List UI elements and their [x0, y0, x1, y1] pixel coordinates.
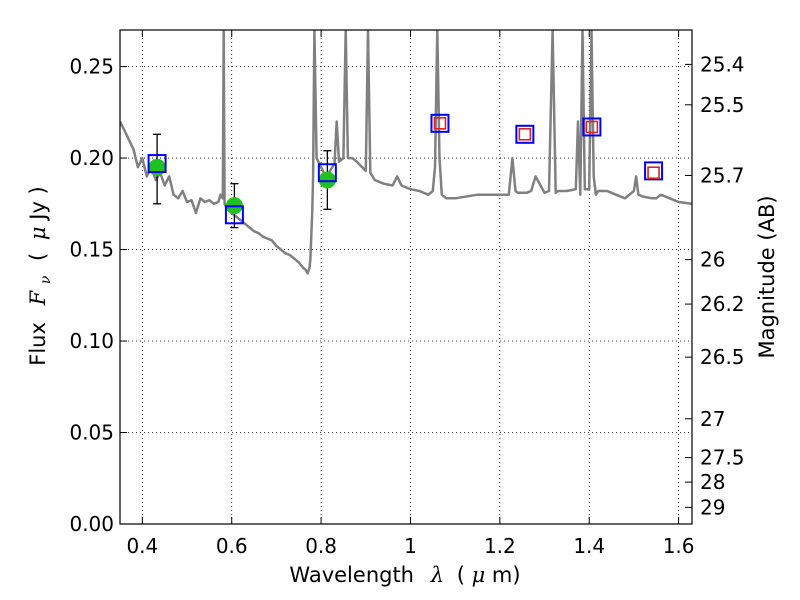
- y-tick-label: 0.15: [69, 238, 114, 262]
- x-tick-label: 1.2: [484, 534, 516, 558]
- blue-square-marker: [582, 117, 602, 137]
- spectrum-line: [120, 30, 692, 275]
- x-tick-label: 0.8: [305, 534, 337, 558]
- x-axis-title: Wavelength λ ( μ m): [289, 563, 520, 587]
- y2-tick-label: 26.5: [700, 345, 745, 369]
- x-tick-label: 1.6: [663, 534, 695, 558]
- y2-tick-label: 27: [700, 407, 725, 431]
- x-tick-label: 1: [404, 534, 417, 558]
- y2-tick-label: 27.5: [700, 446, 745, 470]
- y2-tick-label: 28: [700, 470, 725, 494]
- y-axis-title-paren: (: [26, 253, 50, 261]
- x-tick-labels: 0.4 0.6 0.8 1 1.2 1.4 1.6: [126, 534, 694, 558]
- x-tick-label: 0.4: [126, 534, 158, 558]
- blue-square-marker: [644, 161, 664, 181]
- blue-square-marker: [317, 163, 337, 183]
- y-axis-title-subscript: ν: [38, 275, 54, 284]
- y2-tick-label: 29: [700, 495, 725, 519]
- y-axis-title-unit: Jy ): [26, 186, 50, 222]
- y-tick-label: 0.25: [69, 55, 114, 79]
- y2-axis-title: Magnitude (AB): [755, 195, 779, 358]
- plot-frame: [119, 29, 693, 525]
- red-square-marker: [518, 127, 532, 141]
- x-tick-label: 0.6: [216, 534, 248, 558]
- y-axis-title-text: Flux: [26, 322, 50, 366]
- red-square-marker: [647, 166, 660, 180]
- y2-tick-label: 25.4: [700, 52, 745, 76]
- x-axis-title-paren: (: [457, 563, 465, 587]
- y-axis-title-unit-symbol: μ: [26, 226, 50, 240]
- green-data-point: [318, 171, 336, 189]
- y-tick-label: 0.00: [69, 512, 114, 536]
- y-tick-label: 0.20: [69, 146, 114, 170]
- y-tick-labels: 0.00 0.05 0.10 0.15 0.20 0.25: [69, 55, 114, 536]
- red-square-marker: [433, 117, 447, 130]
- y-axis-title-symbol: F: [26, 289, 50, 306]
- y-tick-label: 0.10: [69, 329, 114, 353]
- blue-square-marker: [430, 113, 450, 133]
- x-tick-label: 1.4: [573, 534, 605, 558]
- y-tick-label: 0.05: [69, 421, 114, 445]
- y2-tick-label: 25.7: [700, 163, 745, 187]
- grid-lines: [120, 30, 692, 525]
- y2-tick-label: 25.5: [700, 93, 745, 117]
- blue-square-marker: [515, 124, 535, 144]
- x-axis-title-unit-symbol: μ: [472, 563, 486, 587]
- red-square-marker: [585, 120, 599, 134]
- plot-area: [120, 30, 692, 275]
- y2-tick-label: 26: [700, 248, 725, 272]
- tick-marks: [120, 30, 692, 525]
- x-axis-title-symbol: λ: [430, 563, 444, 587]
- y2-tick-label: 26.2: [700, 292, 745, 316]
- blue-square-marker: [224, 205, 244, 225]
- x-axis-title-unit: m): [492, 563, 521, 587]
- blue-square-marker: [147, 154, 167, 174]
- x-axis-title-text: Wavelength: [289, 563, 414, 587]
- y-axis-title: Flux F ν ( μ Jy ): [26, 186, 55, 366]
